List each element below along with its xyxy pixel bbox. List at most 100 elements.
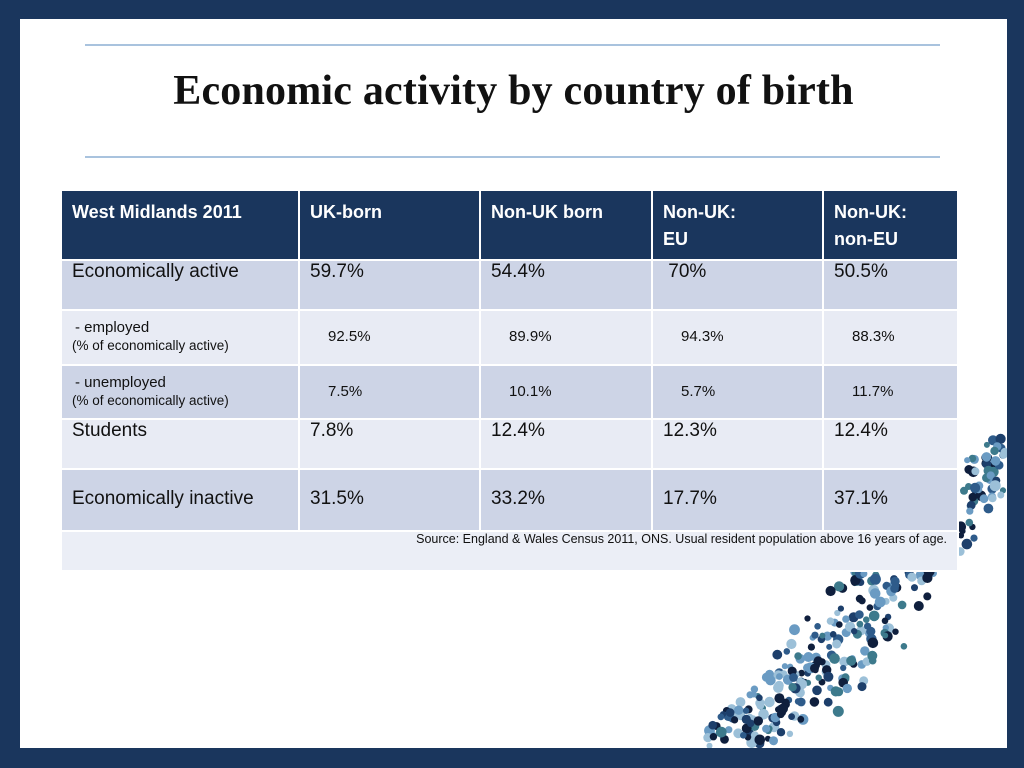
decorative-dot [772,649,783,660]
header-cell: UK-born [298,189,481,261]
source-row: Source: England & Wales Census 2011, ONS… [60,530,959,572]
decorative-dot [814,623,821,630]
decorative-dot [786,638,797,650]
decorative-dot [796,697,806,707]
decorative-dot [709,733,718,741]
decorative-dot [858,597,866,605]
slide: Economic activity by country of birth We… [20,19,1007,748]
bottom-divider [85,156,940,158]
table-cell: 92.5% [298,309,481,366]
decorative-dot [836,621,843,628]
decorative-dot [794,652,802,660]
table-cell: 12.3% [651,418,824,470]
decorative-dot [986,471,995,480]
header-cell: Non-UK: non-EU [822,189,959,261]
decorative-dot [955,521,967,532]
decorative-dot [988,494,997,503]
decorative-dot [789,624,800,636]
decorative-dot [783,648,791,655]
decorative-dot [966,500,976,510]
decorative-dot [922,572,933,584]
decorative-dot [897,600,907,610]
decorative-dot [990,456,1001,466]
decorative-dot [725,726,733,734]
decorative-dot [754,734,766,746]
table-cell: 31.5% [298,468,481,532]
decorative-dot [869,573,881,585]
table-cell: 12.4% [822,418,959,470]
table-row: Economically active 59.7% 54.4% 70% 50.5… [60,259,959,311]
row-label: Students [60,418,300,470]
row-label: Economically inactive [60,468,300,532]
decorative-dot [965,518,974,527]
row-sublabel: (% of economically active) [72,393,229,408]
decorative-dot [890,576,900,587]
row-label: - employed [75,319,150,336]
table-cell: 94.3% [651,309,824,366]
decorative-dot [832,705,844,717]
decorative-dot [786,730,794,737]
decorative-dot [788,683,797,692]
decorative-dot [776,728,786,737]
decorative-dot [788,713,795,720]
decorative-dot [900,643,908,650]
decorative-dot [825,585,836,597]
decorative-dot [979,494,989,504]
cell-value: 10.1% [509,383,552,400]
decorative-dots [703,433,1007,748]
decorative-dot [840,664,847,672]
row-label: Economically active [60,259,300,311]
decorative-dot [874,596,886,608]
decorative-dot [725,708,735,717]
decorative-dot [742,707,750,714]
decorative-dot [774,693,785,704]
decorative-dot [764,696,775,708]
table-cell: 54.4% [479,259,653,311]
decorative-dot [868,610,880,622]
decorative-dot [882,632,889,639]
decorative-dot [867,637,879,649]
table-header-row: West Midlands 2011 UK-born Non-UK born N… [60,189,959,261]
decorative-dot [750,685,759,693]
decorative-dot [995,433,1006,444]
slide-title: Economic activity by country of birth [173,68,854,114]
decorative-dot [717,713,725,721]
decorative-dot [823,671,834,682]
decorative-dot [834,609,841,617]
decorative-dot [762,724,771,733]
decorative-dot [997,491,1005,499]
table-cell: 59.7% [298,259,481,311]
decorative-dot [756,701,765,710]
decorative-dot [970,482,981,493]
decorative-dot [860,570,868,578]
decorative-dot [769,736,778,746]
decorative-dot [983,441,990,448]
decorative-dot [809,697,820,707]
decorative-dot [715,726,727,738]
decorative-dot [907,572,917,582]
decorative-dot [957,532,965,539]
decorative-dot [811,631,819,639]
table-cell: 88.3% [822,309,959,366]
decorative-dot [734,705,744,715]
decorative-dot [798,669,805,677]
decorative-dot [823,697,833,707]
decorative-dot [989,480,1001,492]
decorative-dot [866,604,874,611]
decorative-dot [911,584,918,592]
decorative-dot [753,716,763,726]
decorative-dot [968,454,977,463]
decorative-dot [741,714,751,725]
decorative-dot [881,617,889,625]
decorative-dot [803,652,814,662]
table-cell: 7.8% [298,418,481,470]
decorative-dot [819,632,826,639]
decorative-dot [971,467,980,476]
decorative-dot [735,697,746,707]
decorative-dot [812,685,822,696]
decorative-dot [855,610,864,619]
decorative-dot [964,457,971,464]
decorative-dot [970,534,978,542]
cell-value: 89.9% [509,328,552,345]
decorative-dot [890,584,899,593]
